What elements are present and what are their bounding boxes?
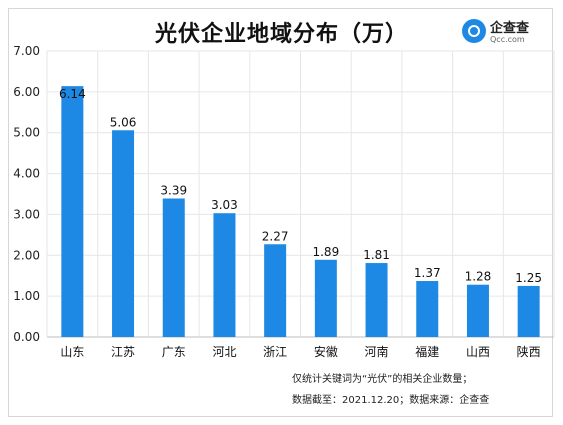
bar [466,284,489,337]
data-label: 3.39 [160,183,187,197]
y-tick-label: 5.00 [13,126,40,140]
qcc-logo-icon [462,19,486,43]
data-label: 5.06 [110,115,137,129]
x-tick-label: 山西 [466,345,490,359]
x-tick-label: 河南 [365,344,389,359]
bar [61,86,84,337]
x-tick-label: 福建 [415,344,439,359]
bar [416,281,439,337]
logo-name: 企查查 [490,21,530,36]
y-tick-label: 6.00 [13,85,40,99]
bar [365,263,388,337]
qcc-logo: 企查查 Qcc.com [462,17,548,51]
data-label: 1.37 [414,266,441,280]
bar [112,130,135,337]
data-label: 3.03 [211,198,238,212]
x-tick-label: 山东 [60,345,84,359]
data-label: 1.81 [363,248,390,262]
chart-title: 光伏企业地域分布（万） [154,22,408,47]
footnote-source: 数据截至：2021.12.20；数据来源：企查查 [292,395,490,406]
y-tick-label: 7.00 [13,44,40,58]
logo-subtitle: Qcc.com [490,35,525,44]
data-label: 2.27 [262,229,289,243]
bar [162,198,185,337]
data-label: 6.14 [59,87,86,101]
y-tick-label: 0.00 [13,330,40,344]
bar [314,259,337,337]
y-tick-label: 2.00 [13,248,40,262]
data-label: 1.28 [465,270,492,284]
chart-frame [8,8,553,417]
y-tick-label: 1.00 [13,289,40,303]
y-tick-label: 4.00 [13,167,40,181]
data-label: 1.25 [515,271,542,285]
bar [213,213,236,337]
x-tick-label: 广东 [162,345,186,359]
data-label: 1.89 [312,245,339,259]
x-tick-label: 安徽 [314,344,338,359]
y-tick-label: 3.00 [13,207,40,221]
footnote-scope: 仅统计关键词为“光伏”的相关企业数量； [292,374,473,385]
bar [517,285,540,337]
x-tick-label: 浙江 [263,345,287,359]
x-tick-label: 河北 [212,345,236,359]
bar [264,244,287,337]
x-tick-label: 陕西 [517,344,541,359]
x-tick-label: 江苏 [111,345,135,359]
